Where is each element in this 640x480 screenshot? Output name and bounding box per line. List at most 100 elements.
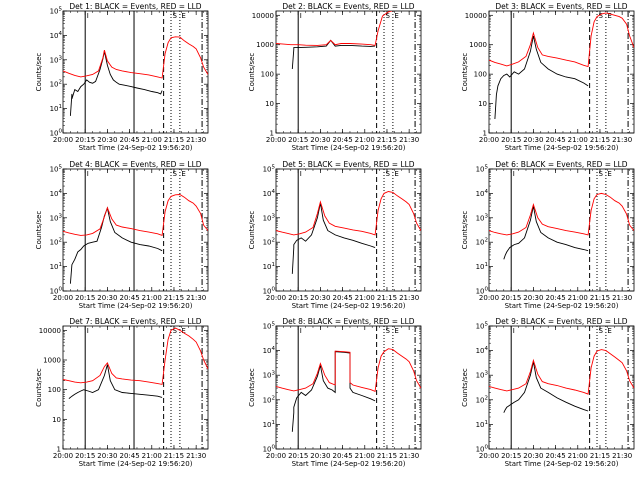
series-line-lld — [63, 36, 208, 79]
x-tick-label: 20:45 — [545, 294, 565, 302]
y-axis-label: Counts/sec — [35, 368, 43, 407]
x-tick-label: 20:15 — [75, 294, 95, 302]
y-tick-label: 104 — [476, 346, 489, 355]
y-tick-label: 102 — [263, 238, 275, 247]
y-tick-label: 102 — [476, 238, 488, 247]
y-tick-label: 100 — [476, 287, 489, 296]
x-tick-label: 21:15 — [377, 294, 397, 302]
time-marker-label: I — [300, 327, 302, 335]
y-tick-label: 10000 — [252, 12, 274, 20]
series-line-events — [69, 51, 163, 116]
y-tick-label: 105 — [476, 165, 489, 174]
x-tick-label: 20:15 — [501, 294, 521, 302]
x-tick-label: 20:15 — [501, 452, 521, 460]
y-axis-label: Counts/sec — [248, 368, 256, 407]
y-tick-label: 1 — [57, 446, 61, 454]
series-line-lld — [489, 192, 634, 236]
x-axis-label: Start Time (24-Sep-02 19:56:20) — [79, 302, 193, 310]
x-tick-label: 21:30 — [186, 452, 206, 460]
y-tick-label: 104 — [50, 189, 63, 198]
x-tick-label: 20:45 — [332, 294, 352, 302]
y-tick-label: 100 — [48, 386, 61, 394]
y-tick-label: 100 — [261, 71, 274, 79]
x-axis-label: Start Time (24-Sep-02 19:56:20) — [292, 144, 406, 152]
y-tick-label: 101 — [50, 104, 62, 113]
y-tick-label: 100 — [263, 287, 276, 296]
chart-title: Det 3: BLACK = Events, RED = LLD — [495, 2, 627, 11]
y-tick-label: 100 — [50, 129, 63, 138]
y-tick-label: 102 — [50, 238, 62, 247]
panel-det-9: Det 9: BLACK = Events, RED = LLD 20:00 20:… — [461, 317, 635, 468]
series-line-events — [68, 364, 163, 399]
x-tick-label: 21:00 — [355, 136, 375, 144]
y-tick-label: 105 — [263, 322, 276, 331]
time-marker-label: I — [513, 327, 515, 335]
time-marker-label: E — [607, 327, 611, 335]
y-tick-label: 103 — [476, 371, 489, 380]
y-tick-label: 1000 — [256, 41, 274, 49]
chart-title: Det 8: BLACK = Events, RED = LLD — [282, 317, 414, 326]
series-line-events — [69, 206, 163, 284]
y-axis-label: Counts/sec — [35, 211, 43, 250]
series-line-events — [291, 39, 376, 70]
y-tick-label: 103 — [263, 213, 276, 222]
y-tick-label: 10 — [265, 100, 274, 108]
y-axis-label: Counts/sec — [35, 53, 43, 92]
y-tick-label: 103 — [50, 55, 63, 64]
y-tick-label: 102 — [50, 80, 62, 89]
y-tick-label: 105 — [50, 165, 63, 174]
series-line-events — [503, 361, 589, 413]
y-tick-label: 105 — [50, 7, 63, 16]
time-marker-label: I — [513, 170, 515, 178]
y-tick-label: 104 — [50, 31, 63, 40]
chart-title: Det 2: BLACK = Events, RED = LLD — [282, 2, 414, 11]
y-tick-label: 104 — [476, 189, 489, 198]
y-tick-label: 103 — [50, 213, 63, 222]
x-tick-label: 21:15 — [164, 294, 184, 302]
x-axis-label: Start Time (24-Sep-02 19:56:20) — [292, 460, 406, 468]
x-tick-label: 20:30 — [310, 136, 330, 144]
chart-title: Det 5: BLACK = Events, RED = LLD — [282, 160, 414, 169]
y-tick-label: 105 — [476, 322, 489, 331]
x-tick-label: 20:45 — [332, 452, 352, 460]
x-axis-label: Start Time (24-Sep-02 19:56:20) — [292, 302, 406, 310]
time-marker-label: E — [181, 170, 185, 178]
y-tick-label: 10 — [478, 100, 487, 108]
time-marker-label: E — [181, 12, 185, 20]
chart-title: Det 9: BLACK = Events, RED = LLD — [495, 317, 627, 326]
time-marker-label: S — [599, 12, 604, 20]
x-tick-label: 21:15 — [590, 294, 610, 302]
x-tick-label: 21:15 — [164, 136, 184, 144]
x-tick-label: 20:00 — [479, 452, 499, 460]
y-tick-label: 101 — [50, 262, 62, 271]
y-tick-label: 10000 — [39, 327, 61, 335]
chart-title: Det 4: BLACK = Events, RED = LLD — [69, 160, 201, 169]
y-tick-label: 1 — [270, 130, 274, 138]
y-axis-label: Counts/sec — [248, 211, 256, 250]
y-tick-label: 1000 — [469, 41, 487, 49]
x-axis-label: Start Time (24-Sep-02 19:56:20) — [505, 302, 619, 310]
x-tick-label: 20:00 — [53, 136, 73, 144]
y-tick-label: 1 — [483, 130, 487, 138]
x-tick-label: 20:00 — [53, 294, 73, 302]
y-tick-label: 104 — [263, 189, 276, 198]
plot-frame — [62, 10, 209, 134]
x-tick-label: 20:30 — [97, 136, 117, 144]
series-line-events — [291, 203, 376, 274]
y-tick-label: 10 — [52, 416, 61, 424]
time-marker-label: S — [386, 170, 391, 178]
y-tick-label: 101 — [263, 262, 275, 271]
series-line-lld — [63, 327, 208, 385]
x-tick-label: 20:00 — [479, 294, 499, 302]
time-marker-label: I — [87, 170, 89, 178]
series-line-events — [291, 351, 376, 432]
time-marker-label: E — [394, 327, 398, 335]
y-tick-label: 1000 — [43, 357, 61, 365]
time-marker-label: I — [300, 12, 302, 20]
